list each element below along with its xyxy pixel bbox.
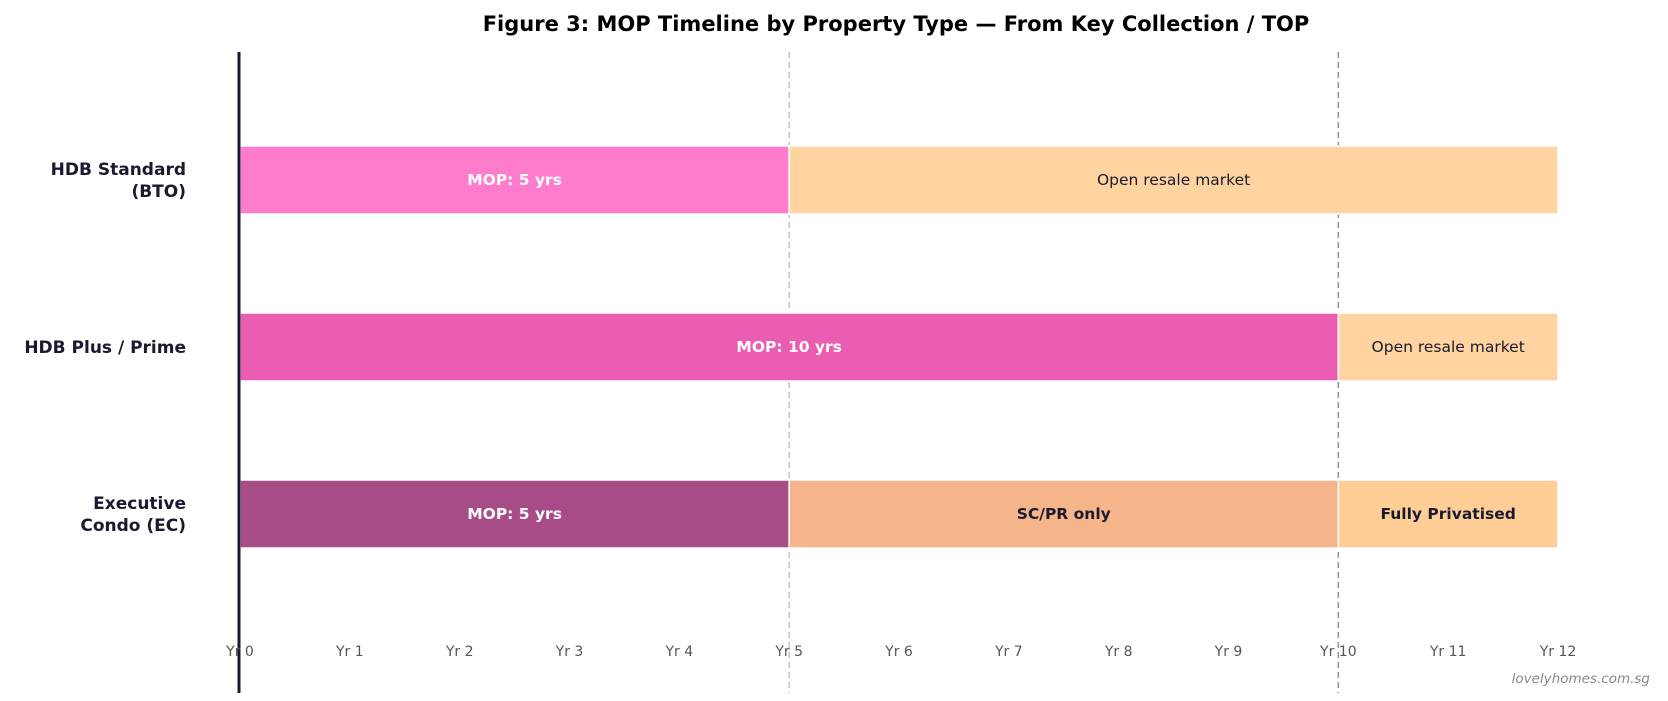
- x-tick-label-7: Yr 7: [994, 644, 1023, 660]
- segment-label-1-1: Open resale market: [1372, 338, 1525, 356]
- category-labels: HDB Standard(BTO) HDB Plus / Prime Executi…: [24, 160, 186, 536]
- category-label-2-line-1: Condo (EC): [80, 516, 186, 536]
- segment-label-2-1: SC/PR only: [1017, 505, 1111, 523]
- x-tick-label-10: Yr 10: [1319, 644, 1357, 660]
- category-label-0-line-1: (BTO): [131, 182, 186, 202]
- segment-label-2-0: MOP: 5 yrs: [467, 505, 562, 523]
- chart-title: Figure 3: MOP Timeline by Property Type …: [483, 12, 1310, 36]
- x-tick-label-1: Yr 1: [335, 644, 364, 660]
- x-tick-label-0: Yr 0: [225, 644, 254, 660]
- segment-label-1-0: MOP: 10 yrs: [736, 338, 842, 356]
- bar-segment-2-2: [1337, 479, 1559, 549]
- watermark: lovelyhomes.com.sg: [1512, 671, 1651, 687]
- bar-segment-0-0: [239, 145, 790, 215]
- x-tick-label-12: Yr 12: [1539, 644, 1577, 660]
- x-tick-label-5: Yr 5: [774, 644, 803, 660]
- x-tick-label-8: Yr 8: [1104, 644, 1133, 660]
- bar-segment-1-1: [1337, 312, 1559, 382]
- x-tick-label-9: Yr 9: [1214, 644, 1243, 660]
- bar-segment-0-1: [788, 145, 1559, 215]
- x-tick-label-6: Yr 6: [884, 644, 913, 660]
- x-tick-label-2: Yr 2: [445, 644, 474, 660]
- bar-segments: [239, 145, 1559, 549]
- segment-label-2-2: Fully Privatised: [1380, 505, 1515, 523]
- bar-segment-2-1: [788, 479, 1340, 549]
- category-label-0-line-0: HDB Standard: [51, 160, 186, 180]
- segment-labels: MOP: 5 yrs Open resale market MOP: 10 yrs O…: [467, 171, 1525, 523]
- x-tick-labels: Yr 0 Yr 1 Yr 2 Yr 3 Yr 4 Yr 5 Yr 6 Yr 7 Yr 8 Yr 9…: [225, 644, 1576, 660]
- segment-label-0-0: MOP: 5 yrs: [467, 171, 562, 189]
- x-tick-label-3: Yr 3: [555, 644, 584, 660]
- x-tick-label-4: Yr 4: [664, 644, 693, 660]
- x-tick-label-11: Yr 11: [1429, 644, 1467, 660]
- segment-label-0-1: Open resale market: [1097, 171, 1250, 189]
- category-label-1-line-0: HDB Plus / Prime: [24, 338, 186, 358]
- category-label-2-line-0: Executive: [93, 494, 186, 514]
